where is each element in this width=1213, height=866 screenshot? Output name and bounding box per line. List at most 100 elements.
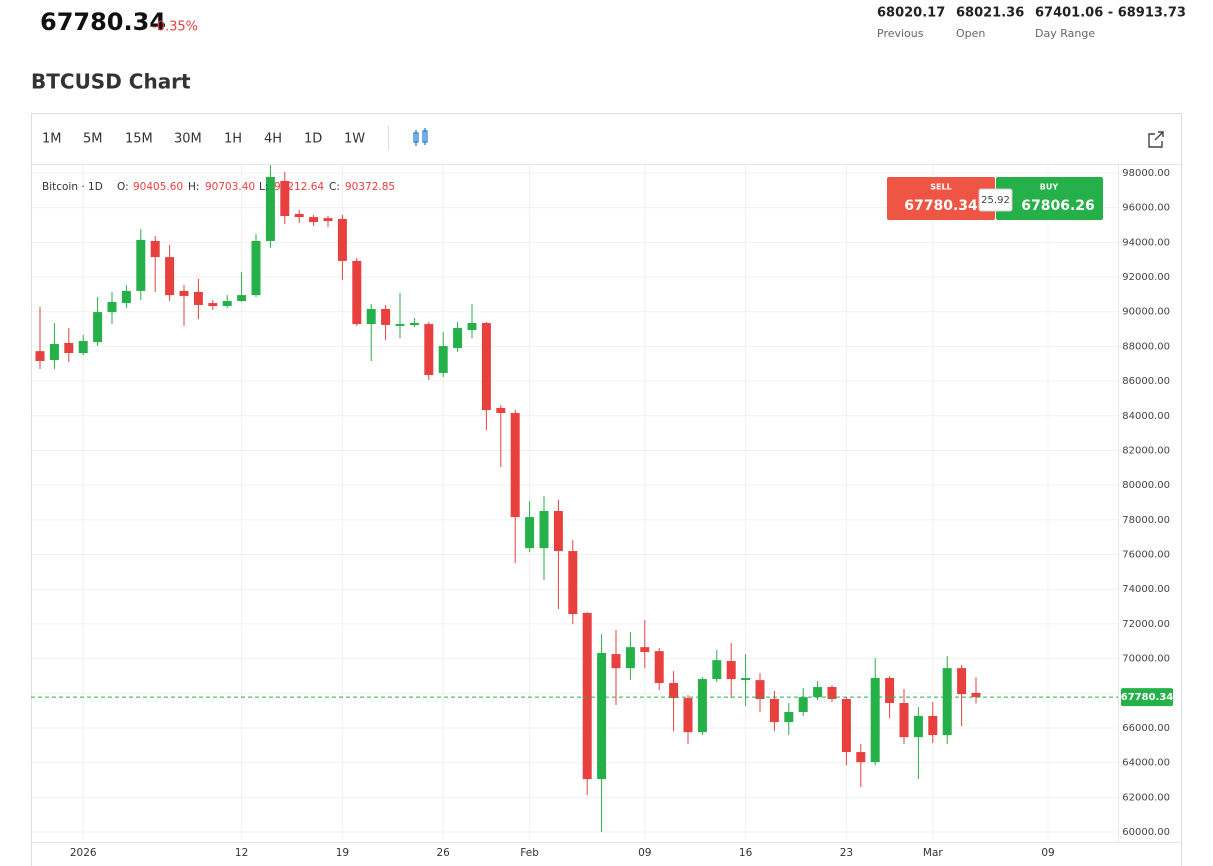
x-tick-label: 19 [336, 847, 349, 859]
candle-body [755, 680, 765, 699]
y-tick-label: 98000.00 [1122, 168, 1170, 179]
candle-body [683, 698, 693, 733]
candle-body [309, 217, 319, 223]
candle-body [769, 698, 779, 723]
interval-button[interactable]: 5M [83, 132, 103, 147]
stat-label: Day Range [1035, 27, 1095, 40]
candle-body [366, 308, 376, 325]
x-tick-label: Mar [923, 847, 943, 859]
buy-price: 67806.26 [1021, 198, 1095, 214]
candle-body [510, 413, 520, 518]
candle-body [942, 668, 952, 736]
candle-body [64, 342, 74, 354]
candle-body [582, 612, 592, 780]
candle-body [496, 407, 506, 414]
y-tick-label: 72000.00 [1122, 619, 1170, 630]
legend-symbol: Bitcoin · 1D [42, 181, 103, 193]
candle-body [453, 328, 463, 348]
candle-body [409, 323, 419, 326]
candle-body [208, 303, 218, 307]
page-title: BTCUSD Chart [31, 70, 191, 94]
x-tick-label: 23 [840, 847, 853, 859]
candle-body [251, 240, 261, 296]
legend-label: H: [188, 181, 199, 193]
y-tick-label: 60000.00 [1122, 827, 1170, 838]
chart-panel [31, 113, 1182, 866]
interval-button[interactable]: 1M [42, 132, 62, 147]
candle-body [726, 661, 736, 680]
y-tick-label: 82000.00 [1122, 445, 1170, 456]
sell-price: 67780.34 [904, 198, 978, 214]
candle-body [870, 678, 880, 763]
candle-body [625, 647, 635, 669]
last-price-tag [1121, 688, 1173, 707]
y-tick-label: 66000.00 [1122, 723, 1170, 734]
candle-body [381, 308, 391, 325]
legend-label: O: [117, 181, 129, 193]
y-tick-label: 62000.00 [1122, 792, 1170, 803]
plot-area: 60000.0062000.0064000.0066000.0068000.00… [31, 165, 1173, 859]
candle-body [237, 295, 247, 301]
candle-body [337, 218, 347, 261]
trade-widget: SELL 67780.34 BUY 67806.26 25.92 [887, 177, 1103, 220]
candle-body [165, 257, 175, 296]
interval-button[interactable]: 1H [224, 132, 242, 147]
y-tick-label: 84000.00 [1122, 411, 1170, 422]
candle-body [395, 324, 405, 326]
interval-toolbar: 1M 5M 15M 30M 1H 4H 1D 1W [42, 132, 365, 147]
chart-type-button[interactable] [413, 128, 428, 146]
candle-body [928, 715, 938, 736]
candle-body [438, 346, 448, 373]
candle-body [798, 697, 808, 712]
y-tick-label: 78000.00 [1122, 515, 1170, 526]
candle-body [78, 341, 88, 354]
sell-button[interactable] [887, 177, 995, 220]
candle-body [856, 752, 866, 763]
legend-value: 90372.85 [345, 181, 395, 193]
current-price: 67780.34 [40, 8, 166, 36]
stat-label: Previous [877, 27, 924, 40]
price-change: -0.35% [152, 20, 198, 35]
candle-body [957, 668, 967, 695]
y-tick-label: 76000.00 [1122, 550, 1170, 561]
x-tick-label: 16 [739, 847, 753, 859]
candle-body [107, 302, 117, 313]
interval-button[interactable]: 4H [264, 132, 282, 147]
y-tick-label: 88000.00 [1122, 341, 1170, 352]
chart-legend: Bitcoin · 1D O: 90405.60 H: 90703.40 L: … [42, 181, 395, 193]
candle-body [481, 323, 491, 411]
interval-button[interactable]: 30M [174, 132, 202, 147]
candle-body [899, 702, 909, 738]
candle-body [93, 312, 103, 343]
stat-value: 68020.17 [877, 6, 945, 21]
open-external-button[interactable] [1148, 131, 1164, 148]
candle-body [525, 517, 535, 549]
candle-body [971, 692, 981, 698]
y-tick-label: 80000.00 [1122, 480, 1170, 491]
x-tick-label: 09 [638, 847, 651, 859]
interval-button[interactable]: 15M [125, 132, 153, 147]
interval-button[interactable]: 1D [304, 132, 322, 147]
x-tick-label: 12 [235, 847, 248, 859]
candle-body [35, 351, 45, 361]
candle-body [539, 510, 549, 549]
legend-label: L: [259, 181, 268, 193]
buy-button[interactable] [996, 177, 1103, 220]
candle-body [150, 240, 160, 258]
candle-body [885, 678, 895, 703]
candle-body [193, 291, 203, 305]
candle-body [784, 711, 794, 723]
y-tick-label: 92000.00 [1122, 272, 1170, 283]
interval-button[interactable]: 1W [344, 132, 365, 147]
buy-label: BUY [1040, 183, 1059, 192]
candle-body [265, 176, 275, 241]
candle-body [841, 698, 851, 753]
x-tick-label: 2026 [70, 847, 97, 859]
candle-body [222, 300, 232, 307]
spread: 25.92 [981, 195, 1010, 206]
candle-body [654, 651, 664, 684]
candle-body [913, 715, 923, 738]
y-tick-label: 70000.00 [1122, 654, 1170, 665]
